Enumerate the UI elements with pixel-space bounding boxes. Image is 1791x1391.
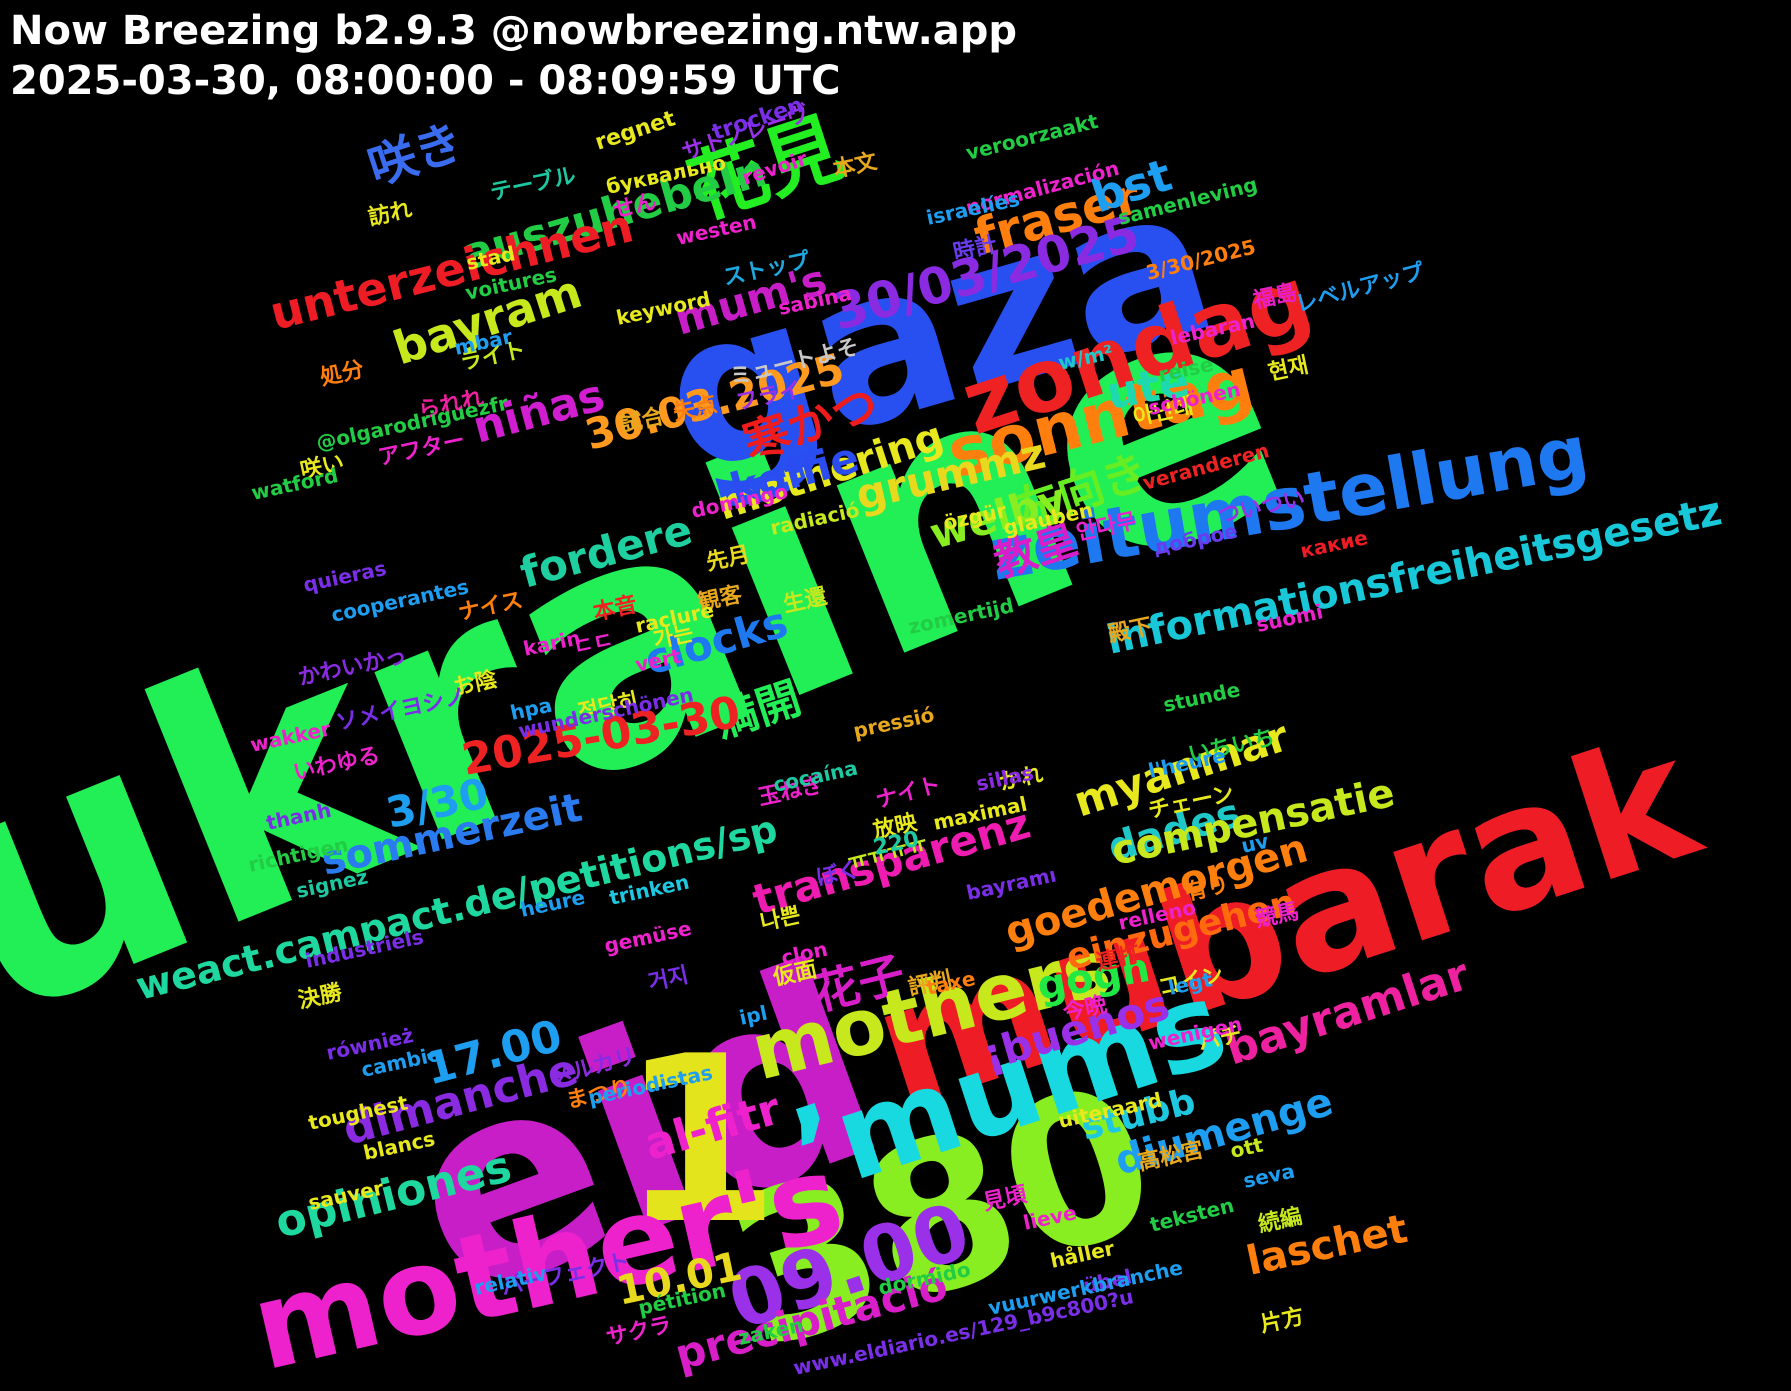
word-regnet: regnet bbox=[592, 106, 679, 155]
word-item-61: テーブル bbox=[488, 162, 578, 205]
word-item-93: ナイト bbox=[873, 773, 943, 814]
word-uv: uv bbox=[1239, 829, 1271, 858]
word-1: 1 bbox=[620, 1008, 780, 1275]
app-title: Now Breezing b2.9.3 @nowbreezing.ntw.app bbox=[10, 8, 1018, 54]
word-item-63: 訪れ bbox=[366, 196, 414, 231]
word-stunde: stunde bbox=[1161, 677, 1242, 717]
word-watford: watford bbox=[249, 463, 340, 505]
word-veroorzaakt: veroorzaakt bbox=[963, 109, 1101, 165]
word-item-67: レベルアップ bbox=[1293, 259, 1428, 318]
time-range: 2025-03-30, 08:00:00 - 08:09:59 UTC bbox=[10, 58, 841, 104]
word-ipl: ipl bbox=[737, 1001, 769, 1030]
word-seva: seva bbox=[1241, 1159, 1297, 1193]
word-item-112: 片方 bbox=[1258, 1303, 1306, 1338]
word-item-69: 処分 bbox=[318, 356, 366, 391]
word-item-102: 決勝 bbox=[296, 980, 345, 1014]
word-item-14: 咲き bbox=[361, 113, 470, 196]
